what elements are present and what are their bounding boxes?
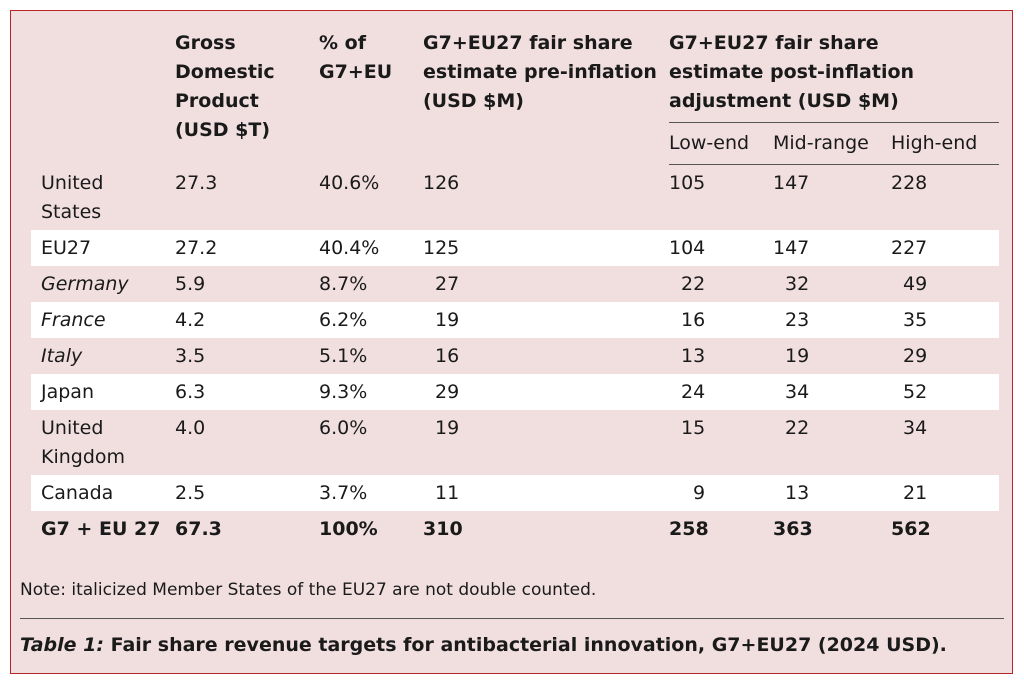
row-label: United States [41, 171, 104, 223]
caption-label: Table 1: [20, 634, 104, 656]
cell-low: 22 [681, 272, 706, 295]
cell-pre: 126 [423, 171, 460, 194]
cell-high: 562 [891, 517, 931, 540]
caption-text: Fair share revenue targets for antibacte… [103, 634, 947, 656]
cell-low: 16 [669, 301, 773, 338]
cell-pct: 6.0% [319, 416, 368, 439]
cell-gdp: 3.5 [175, 344, 206, 367]
cell-low: 104 [669, 229, 773, 266]
table-note: Note: italicized Member States of the EU… [20, 580, 597, 600]
cell-pct: 8.7% [319, 272, 368, 295]
header-pre-inflation: G7+EU27 fair share estimate pre-inflation… [423, 32, 657, 112]
table-total-row: G7 + EU 27 67.3 100% 310 258 363 562 [31, 511, 999, 547]
subheader-high: High-end [891, 122, 999, 165]
cell-high: 34 [903, 416, 928, 439]
cell-mid: 23 [773, 301, 891, 338]
header-percent: % of G7+EU [319, 32, 393, 83]
cell-pre: 29 [423, 373, 669, 410]
row-label: France [31, 301, 175, 338]
cell-pct: 6.2% [319, 301, 423, 338]
table-row: United Kingdom 4.0 6.0% 19 15 22 34 [31, 410, 999, 475]
cell-high: 52 [891, 373, 999, 410]
cell-mid: 22 [785, 416, 810, 439]
cell-high: 49 [903, 272, 928, 295]
cell-pct: 40.6% [319, 171, 380, 194]
cell-mid: 147 [773, 229, 891, 266]
cell-high: 227 [891, 229, 999, 266]
header-gdp: Gross Domestic Product (USD $T) [175, 32, 275, 141]
row-label: Japan [31, 373, 175, 410]
cell-pre: 310 [423, 517, 463, 540]
subheader-mid: Mid-range [773, 122, 891, 165]
cell-mid: 34 [773, 373, 891, 410]
cell-pre: 125 [423, 229, 669, 266]
cell-low: 105 [669, 172, 706, 194]
cell-gdp: 4.0 [175, 416, 206, 439]
cell-high: 29 [903, 344, 928, 367]
cell-pre: 16 [435, 344, 460, 367]
cell-mid: 32 [785, 272, 810, 295]
table-row: Italy 3.5 5.1% 16 13 19 29 [31, 338, 999, 374]
cell-mid: 19 [785, 344, 810, 367]
cell-pre: 11 [423, 474, 669, 511]
cell-pct: 100% [319, 517, 378, 540]
row-label: EU27 [31, 229, 175, 266]
cell-pct: 40.4% [319, 229, 423, 266]
cell-pre: 19 [423, 301, 669, 338]
table-row: EU27 27.2 40.4% 125 104 147 227 [31, 229, 999, 266]
subheader-low: Low-end [669, 122, 773, 165]
cell-pct: 5.1% [319, 344, 368, 367]
cell-pct: 3.7% [319, 474, 423, 511]
table-row: France 4.2 6.2% 19 16 23 35 [31, 301, 999, 338]
row-label: Italy [41, 344, 83, 367]
table-header-row: Gross Domestic Product (USD $T) % of G7+EU G… [31, 29, 999, 141]
cell-mid: 363 [773, 517, 813, 540]
cell-mid: 147 [773, 172, 810, 194]
cell-pct: 9.3% [319, 373, 423, 410]
cell-gdp: 67.3 [175, 517, 222, 540]
header-country [31, 29, 175, 165]
cell-gdp: 6.3 [175, 373, 319, 410]
cell-gdp: 27.3 [175, 171, 218, 194]
header-post-inflation: G7+EU27 fair share estimate post-inflatio… [669, 29, 999, 123]
row-label: G7 + EU 27 [41, 517, 161, 540]
row-label: United Kingdom [41, 416, 126, 468]
cell-gdp: 2.5 [175, 474, 319, 511]
cell-high: 228 [891, 172, 928, 194]
cell-low: 9 [669, 474, 773, 511]
cell-low: 24 [669, 373, 773, 410]
cell-gdp: 5.9 [175, 272, 206, 295]
cell-low: 258 [669, 517, 709, 540]
cell-low: 15 [681, 416, 706, 439]
cell-high: 21 [891, 474, 999, 511]
cell-low: 13 [681, 344, 706, 367]
fair-share-table: Gross Domestic Product (USD $T) % of G7+EU G… [31, 29, 999, 547]
cell-gdp: 4.2 [175, 301, 319, 338]
row-label: Germany [41, 272, 129, 295]
table-subheader-row: Low-end Mid-range High-end [31, 122, 999, 165]
row-label: Canada [31, 474, 175, 511]
table-panel: Gross Domestic Product (USD $T) % of G7+EU G… [10, 10, 1013, 674]
table-row: United States 27.3 40.6% 126 105 147 228 [31, 165, 999, 230]
table-caption: Table 1: Fair share revenue targets for … [20, 634, 947, 656]
caption-divider [20, 618, 1004, 619]
table-row: Japan 6.3 9.3% 29 24 34 52 [31, 373, 999, 410]
cell-pre: 27 [435, 272, 460, 295]
table-row: Germany 5.9 8.7% 27 22 32 49 [31, 266, 999, 302]
cell-mid: 13 [773, 474, 891, 511]
table-row: Canada 2.5 3.7% 11 9 13 21 [31, 474, 999, 511]
cell-gdp: 27.2 [175, 229, 319, 266]
cell-high: 35 [891, 301, 999, 338]
cell-pre: 19 [435, 416, 460, 439]
